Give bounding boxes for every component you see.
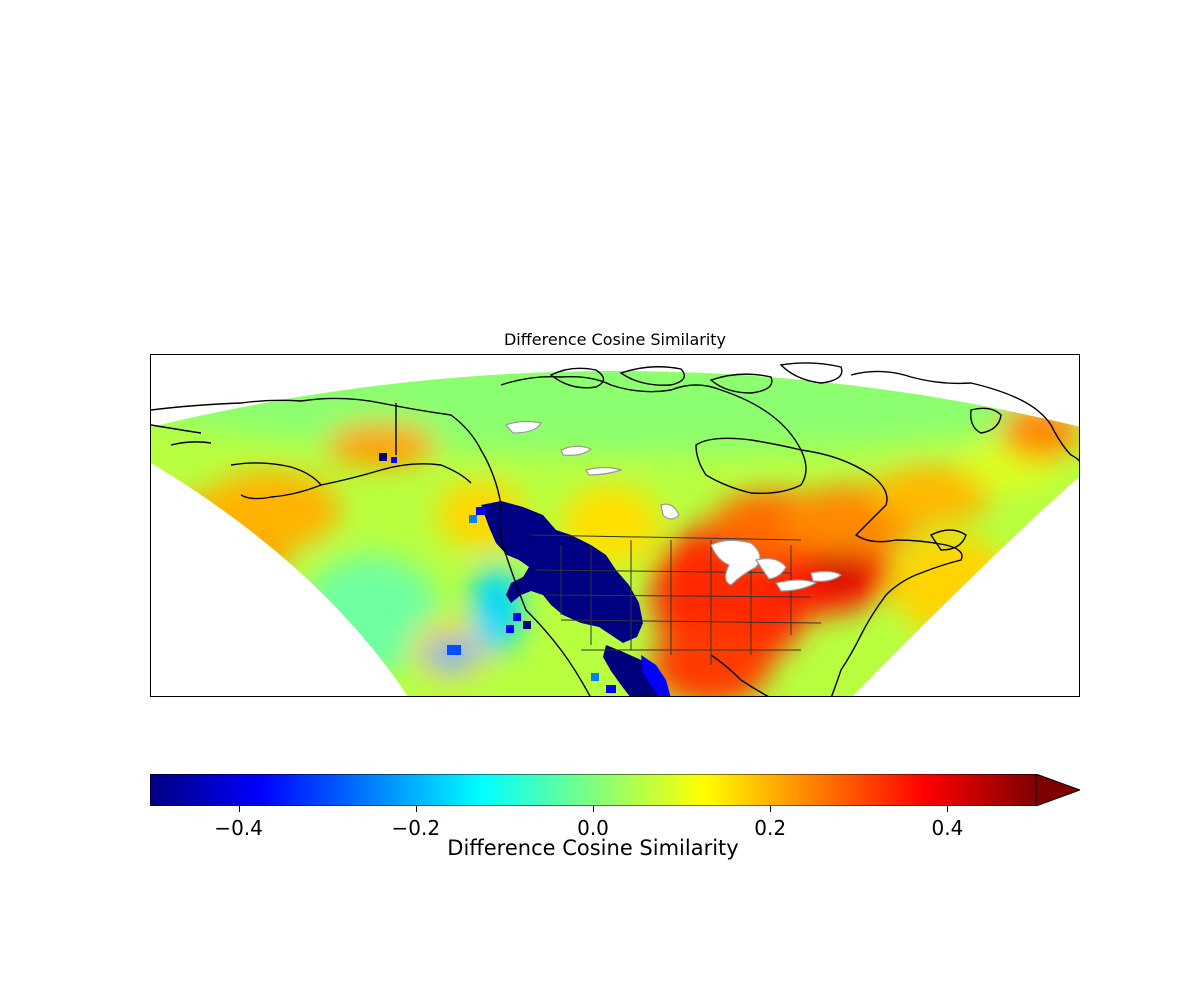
map-panel (150, 354, 1080, 697)
colorbar-tick (947, 806, 949, 812)
heat-field (151, 371, 1079, 696)
colorbar-gradient (149, 773, 1037, 807)
colorbar-tick (238, 806, 240, 812)
negative-anomaly-region (379, 453, 671, 696)
state-borders (530, 534, 822, 665)
colorbar-tick-label: 0.2 (754, 816, 787, 840)
map-svg (151, 362, 1079, 696)
colorbar-ticks: −0.4 −0.2 0.0 0.2 0.4 (150, 806, 1036, 846)
coastlines (151, 362, 1079, 696)
colorbar-label: Difference Cosine Similarity (447, 836, 739, 860)
colorbar-tick (770, 806, 772, 812)
map-title: Difference Cosine Similarity (503, 330, 727, 349)
colorbar-tick-label: 0.0 (577, 816, 609, 840)
colorbar (149, 773, 1082, 807)
colorbar-tick-label: 0.4 (931, 816, 964, 840)
colorbar-tick (415, 806, 417, 812)
lakes (504, 420, 843, 592)
colorbar-tick-label: −0.2 (391, 816, 441, 840)
colorbar-tick-label: −0.4 (214, 816, 263, 840)
colorbar-extend-arrow (1035, 773, 1082, 807)
colorbar-svg (149, 773, 1082, 807)
colorbar-tick (593, 806, 594, 812)
